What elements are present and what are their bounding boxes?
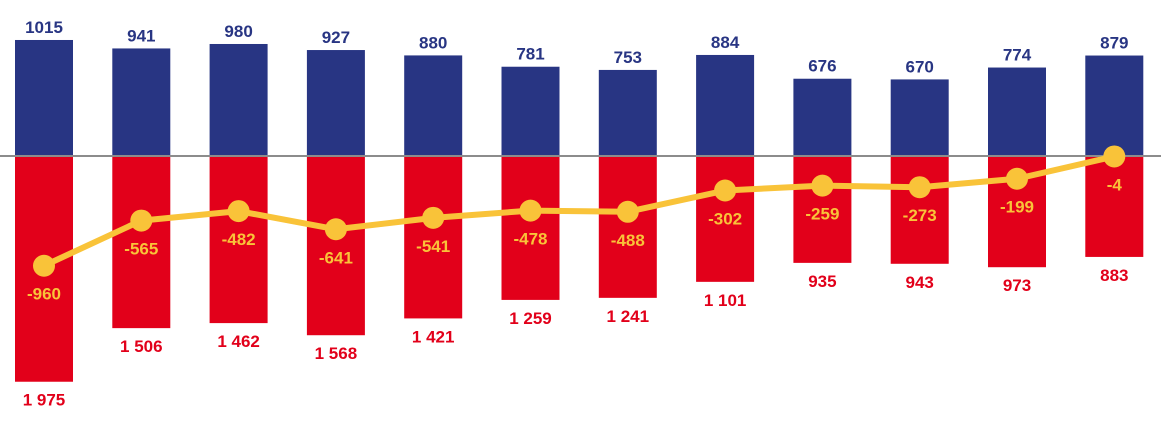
net-value-label: -541 xyxy=(416,237,450,256)
positive-bar xyxy=(306,50,365,156)
net-value-label: -641 xyxy=(319,248,353,267)
negative-bar xyxy=(793,156,852,263)
negative-value-label: 1 421 xyxy=(412,327,455,346)
net-line xyxy=(41,153,1118,269)
negative-bar xyxy=(501,156,560,300)
positive-bar xyxy=(404,55,463,156)
positive-value-label: 879 xyxy=(1100,34,1128,53)
negative-bar xyxy=(598,156,657,298)
negative-bar xyxy=(890,156,949,264)
positive-bar xyxy=(15,39,73,156)
positive-value-label: 753 xyxy=(614,48,642,67)
negative-bar xyxy=(1085,156,1144,257)
negative-value-label: 883 xyxy=(1100,266,1128,285)
positive-bars xyxy=(15,39,1144,157)
net-value-label: -565 xyxy=(124,240,158,259)
net-point xyxy=(422,206,445,229)
positive-bar xyxy=(598,69,657,156)
positive-value-label: 774 xyxy=(1003,46,1032,65)
negative-value-label: 1 506 xyxy=(120,337,163,356)
net-value-label: -960 xyxy=(27,285,61,304)
data-labels: 1015 1 975 -960 941 1 506 -565 980 1 462 -482 927… xyxy=(23,18,1129,410)
negative-bars xyxy=(15,156,1144,382)
net-value-label: -488 xyxy=(611,231,645,250)
positive-value-label: 884 xyxy=(711,33,740,52)
net-point xyxy=(714,179,737,202)
net-point xyxy=(811,174,834,197)
net-line-series xyxy=(33,145,1126,277)
net-value-label: -273 xyxy=(903,206,937,225)
positive-bar xyxy=(793,78,852,156)
positive-bar xyxy=(988,67,1046,156)
net-point xyxy=(130,209,153,232)
negative-value-label: 943 xyxy=(906,273,934,292)
net-point xyxy=(616,200,639,223)
net-value-label: -478 xyxy=(513,230,547,249)
negative-value-label: 1 462 xyxy=(217,332,260,351)
net-point xyxy=(227,200,250,223)
positive-bar xyxy=(1085,55,1144,156)
negative-bar xyxy=(209,156,268,324)
positive-value-label: 927 xyxy=(322,28,350,47)
net-point xyxy=(1103,145,1126,168)
positive-value-label: 670 xyxy=(906,57,934,76)
net-value-label: -482 xyxy=(222,230,256,249)
negative-value-label: 1 101 xyxy=(704,291,747,310)
positive-value-label: 941 xyxy=(127,26,155,45)
net-value-label: -302 xyxy=(708,210,742,229)
negative-bar xyxy=(306,156,365,336)
negative-value-label: 973 xyxy=(1003,276,1031,295)
net-point xyxy=(324,218,347,241)
negative-value-label: 1 259 xyxy=(509,309,552,328)
positive-bar xyxy=(112,48,171,157)
net-value-label: -4 xyxy=(1107,175,1123,194)
negative-value-label: 1 568 xyxy=(315,344,358,363)
net-point xyxy=(908,176,931,199)
negative-bar xyxy=(696,156,755,282)
negative-bar xyxy=(112,156,171,329)
positive-bar xyxy=(501,66,560,156)
positive-value-label: 980 xyxy=(224,22,252,41)
negative-bar xyxy=(404,156,463,319)
positive-value-label: 1015 xyxy=(25,18,63,37)
net-point xyxy=(1006,167,1028,190)
positive-bar xyxy=(209,43,268,156)
net-point xyxy=(519,199,542,222)
net-value-label: -259 xyxy=(805,205,839,224)
negative-value-label: 1 241 xyxy=(607,307,650,326)
negative-value-label: 935 xyxy=(808,272,836,291)
positive-bar xyxy=(696,54,755,156)
net-value-label: -199 xyxy=(1000,198,1034,217)
positive-value-label: 781 xyxy=(516,45,544,64)
negative-value-label: 1 975 xyxy=(23,391,66,410)
positive-bar xyxy=(890,79,949,156)
positive-value-label: 880 xyxy=(419,33,447,52)
positive-value-label: 676 xyxy=(808,57,836,76)
net-point xyxy=(33,254,55,277)
